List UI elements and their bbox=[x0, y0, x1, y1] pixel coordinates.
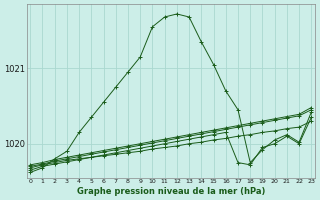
X-axis label: Graphe pression niveau de la mer (hPa): Graphe pression niveau de la mer (hPa) bbox=[76, 187, 265, 196]
